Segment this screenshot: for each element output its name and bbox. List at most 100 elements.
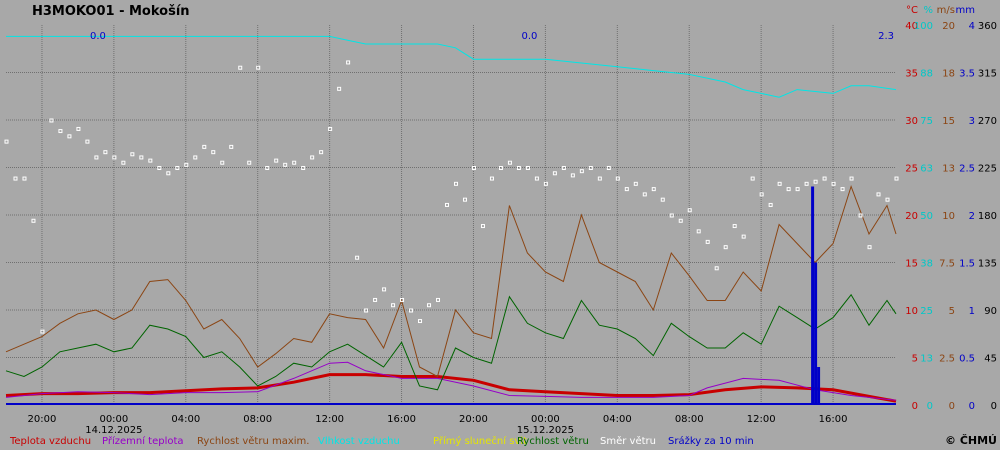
axis-tick-label: 15 [905,259,918,270]
wind-direction-point [301,166,306,170]
wind-direction-point [274,158,279,163]
date-label: 14.12.2025 [85,425,142,436]
wind-direction-point [714,266,719,271]
x-tick-label: 04:00 [603,414,632,425]
legend-item: Rychlost větru maxim. [197,435,309,447]
wind-direction-point [525,166,530,170]
axis-tick-label: 135 [978,259,997,270]
wind-direction-point [615,176,620,181]
axis-tick-label: 25 [920,306,933,317]
legend-item: Směr větru [600,435,656,447]
wind-direction-point [759,192,764,197]
wind-direction-point [139,155,144,160]
wind-direction-point [597,176,602,181]
x-tick-label: 08:00 [675,414,704,425]
wind-direction-point [462,197,467,202]
axis-tick-label: 40 [905,21,918,32]
precip-total-label: 2.3 [878,31,894,42]
axis-tick-label: 63 [920,164,933,175]
axis-tick-label: 0 [991,401,997,412]
wind-direction-point [130,152,135,157]
x-axis-ticks: 20:00 00:00 04:00 08:00 12:00 16:00 20:00 00:00… [28,414,848,436]
date-label: 15.12.2025 [517,425,574,436]
wind-direction-point [732,224,737,229]
wind-direction-point [507,160,512,165]
wind-direction-point [534,176,539,181]
wind-direction-point [633,181,638,186]
wind-direction-point [202,144,207,149]
wind-direction-point [489,176,494,181]
precipitation-bar [814,262,818,405]
wind-direction-point [624,187,629,192]
wind-direction-point [723,245,728,250]
axis-tick-label: 38 [920,259,933,270]
copyright-text: © ČHMÚ [945,434,997,447]
wind-direction-point [382,287,387,292]
axis-tick-label: 1 [969,306,975,317]
legend-item: Přízemní teplota [102,435,184,447]
wind-direction-point [94,155,99,160]
axis-tick-label: 225 [978,164,997,175]
axis-tick-label: 3.5 [959,69,975,80]
axis-tick-label: 0.5 [959,354,975,365]
wind-direction-point [795,187,800,192]
axis-tick-label: 45 [984,354,997,365]
wind-direction-point [193,155,198,160]
wind-direction-point [355,255,360,260]
wind-direction-point [516,166,521,170]
wind-direction-point [427,303,432,308]
axis-tick-label: 25 [905,164,918,175]
wind-direction-point [543,181,548,186]
precipitation-bar [811,186,815,405]
axis-unit-label: °C [906,5,918,16]
x-tick-label: 04:00 [171,414,200,425]
wind-direction-point [777,181,782,186]
x-tick-label: 00:00 [531,414,560,425]
wind-direction-point [346,60,351,65]
axis-tick-label: 75 [920,116,933,127]
axis-tick-label: 15 [942,116,955,127]
wind-direction-point [238,65,243,70]
axis-tick-label: 270 [978,116,997,127]
wind-direction-point [229,144,234,149]
wind-direction-point [894,176,899,181]
series-layer [4,35,899,405]
axis-tick-label: 90 [984,306,997,317]
wind-direction-point [642,192,647,197]
axis-tick-label: 0 [927,401,933,412]
axis-tick-label: 100 [914,21,933,32]
wind-direction-point [319,150,324,155]
wind-direction-point [858,213,863,218]
wind-direction-point [606,166,611,170]
wind-direction-point [840,187,845,192]
x-tick-label: 20:00 [459,414,488,425]
wind-direction-point [31,218,36,223]
wind-direction-point [265,166,270,170]
wind-direction-point [67,134,72,139]
legend-item: Rychlost větru [517,435,589,447]
legend-item: Vlhkost vzduchu [318,436,400,447]
axis-tick-label: 5 [912,354,918,365]
wind-direction-point [283,162,288,167]
wind-direction-point [364,308,369,313]
axis-tick-label: 20 [942,21,955,32]
x-tick-label: 08:00 [243,414,272,425]
precipitation-bar [817,367,821,405]
series-line [5,293,897,391]
axis-tick-label: 5 [949,306,955,317]
wind-direction-point [328,126,333,131]
x-tick-label: 12:00 [315,414,344,425]
wind-direction-point [247,160,252,165]
axis-tick-label: 10 [905,306,918,317]
axis-unit-label: m/s [937,5,955,16]
wind-direction-point [112,155,117,160]
axis-tick-label: 4 [969,21,975,32]
wind-direction-point [85,139,90,144]
axis-tick-label: 10 [942,211,955,222]
x-tick-label: 12:00 [747,414,776,425]
series-line [5,361,897,401]
wind-direction-point [867,245,872,250]
wind-direction-point [651,187,656,192]
legend-item: Teplota vzduchu [9,436,91,447]
